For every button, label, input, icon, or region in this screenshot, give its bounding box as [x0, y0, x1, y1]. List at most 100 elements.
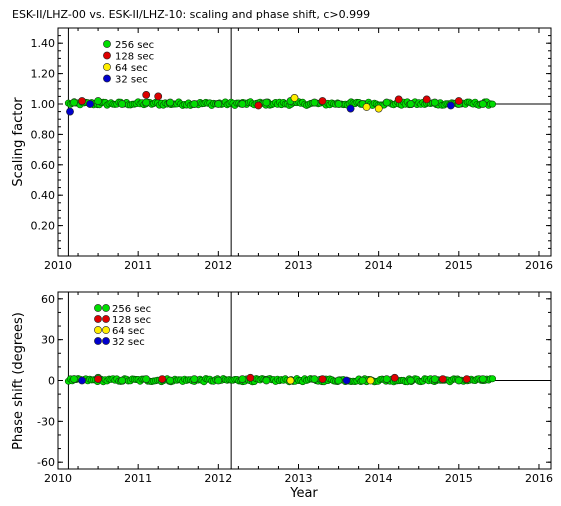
x-tick-label: 2015 [445, 472, 473, 485]
y-tick-label: -30 [37, 415, 55, 428]
data-point [318, 97, 327, 105]
data-point [94, 375, 102, 383]
data-point [118, 376, 126, 385]
y-axis-label: Scaling factor [11, 97, 26, 187]
data-point [310, 98, 319, 107]
data-point [462, 375, 471, 383]
data-point [438, 375, 447, 383]
data-point [334, 376, 343, 385]
data-point [430, 98, 439, 107]
data-point [238, 375, 247, 383]
y-tick-label: 1.00 [31, 98, 56, 111]
legend-marker [103, 63, 111, 71]
data-point [190, 375, 199, 383]
legend-marker [94, 315, 102, 323]
x-tick-label: 2010 [44, 259, 72, 272]
y-tick-label: 0 [48, 375, 55, 388]
data-point [78, 376, 86, 385]
legend-marker [94, 304, 102, 312]
y-tick-label: 0.20 [31, 220, 56, 233]
phase-shift-panel: 2010 2011 2012 2013 2014 2015 2016 -60 -30 0 30 60… [11, 291, 553, 501]
y-tick-label: 0.60 [31, 159, 56, 172]
data-point [66, 107, 74, 116]
legend-label: 32 sec [115, 75, 148, 86]
data-point [358, 376, 367, 385]
data-point [406, 376, 415, 385]
legend-marker [102, 304, 110, 312]
chart-title: ESK-II/LHZ-00 vs. ESK-II/LHZ-10: scaling… [12, 8, 370, 21]
data-point [214, 376, 223, 385]
data-point [334, 100, 343, 108]
x-tick-label: 2012 [204, 259, 232, 272]
legend-marker [102, 315, 110, 323]
data-point [374, 104, 383, 113]
legend-label: 32 sec [112, 337, 145, 348]
data-point [254, 101, 263, 110]
data-point [78, 97, 86, 105]
y-tick-label: 30 [41, 334, 55, 347]
x-tick-label: 2013 [284, 472, 312, 485]
data-point [94, 97, 102, 105]
data-point [214, 100, 223, 108]
data-point [446, 101, 455, 110]
data-point [342, 376, 351, 385]
x-tick-label: 2015 [445, 259, 473, 272]
data-point [166, 98, 175, 107]
scaling-factor-panel: 2010 2011 2012 2013 2014 2015 2016 0.20 0.40 0.6… [11, 27, 553, 272]
data-point [290, 94, 299, 102]
data-point [118, 100, 126, 108]
x-tick-label: 2012 [204, 472, 232, 485]
legend-marker [103, 51, 111, 60]
data-point [158, 375, 167, 383]
data-point [382, 375, 391, 383]
legend-marker [102, 326, 110, 334]
data-point [286, 376, 295, 385]
x-axis-label: Year [289, 486, 318, 501]
data-point [382, 98, 391, 107]
data-point [246, 373, 255, 382]
data-point [390, 373, 399, 382]
y-axis-label: Phase shift (degrees) [11, 312, 26, 450]
y-tick-label: -60 [37, 456, 55, 469]
data-point [86, 100, 94, 108]
y-tick-label: 0.80 [31, 128, 56, 141]
legend-marker [103, 40, 111, 48]
data-point [394, 95, 403, 104]
legend-label: 256 sec [112, 304, 151, 315]
legend-label: 128 sec [115, 52, 154, 63]
y-tick-label: 0.40 [31, 189, 56, 202]
data-point [454, 376, 463, 385]
data-point [154, 92, 163, 101]
data-point [142, 98, 151, 107]
y-tick-label: 1.20 [31, 68, 56, 81]
legend-marker [94, 337, 102, 345]
y-tick-label: 60 [41, 293, 55, 306]
data-point [366, 376, 375, 385]
x-tick-label: 2011 [124, 472, 152, 485]
data-point [318, 375, 327, 383]
data-point [238, 100, 247, 108]
x-tick-label: 2014 [365, 259, 393, 272]
data-point [422, 95, 431, 104]
x-tick-label: 2011 [124, 259, 152, 272]
data-point [190, 100, 199, 108]
data-point-256-sec [488, 100, 496, 108]
x-tick-label: 2016 [525, 472, 553, 485]
legend-marker [94, 326, 102, 334]
data-point [166, 376, 175, 385]
data-point [142, 91, 151, 99]
data-point [346, 104, 355, 113]
legend-label: 256 sec [115, 40, 154, 51]
data-point [262, 376, 271, 385]
data-point [70, 98, 78, 107]
legend-label: 64 sec [115, 63, 148, 74]
x-tick-label: 2010 [44, 472, 72, 485]
data-point [362, 103, 371, 111]
data-point [262, 98, 271, 107]
data-point [310, 375, 319, 383]
data-point [142, 375, 151, 383]
data-point [70, 375, 78, 383]
